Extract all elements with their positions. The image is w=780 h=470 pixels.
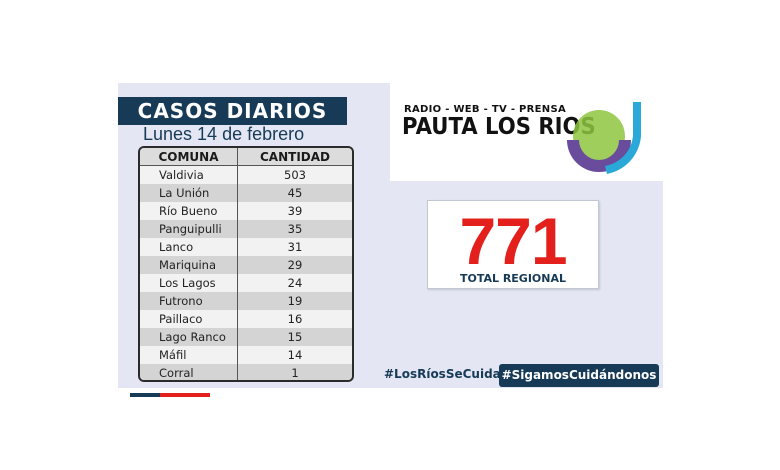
table-header: COMUNA CANTIDAD xyxy=(140,148,352,166)
cantidad-cell: 39 xyxy=(287,204,303,218)
comuna-cell: Los Lagos xyxy=(140,274,238,292)
cantidad-cell: 1 xyxy=(291,366,299,380)
comuna-cell: Máfil xyxy=(140,346,238,364)
comuna-cell: Lanco xyxy=(140,238,238,256)
comuna-cell: Río Bueno xyxy=(140,202,238,220)
hashtag-los-rios-se-cuida: #LosRíosSeCuida xyxy=(384,367,501,381)
total-number: 771 xyxy=(459,204,567,278)
table-row: Río Bueno 39 xyxy=(140,202,352,220)
red-accent-line xyxy=(130,384,210,397)
table-row: Valdivia 503 xyxy=(140,166,352,184)
comuna-cell: Lago Ranco xyxy=(140,328,238,346)
cantidad-cell: 15 xyxy=(287,330,303,344)
table-row: Mariquina 29 xyxy=(140,256,352,274)
table-row: Panguipulli 35 xyxy=(140,220,352,238)
column-header-comuna: COMUNA xyxy=(140,148,238,165)
cantidad-cell: 24 xyxy=(287,276,303,290)
cantidad-cell: 31 xyxy=(287,240,303,254)
comuna-cell: Valdivia xyxy=(140,166,238,184)
cantidad-cell: 19 xyxy=(287,294,303,308)
date-subtitle: Lunes 14 de febrero xyxy=(143,124,305,144)
total-card: 771 TOTAL REGIONAL xyxy=(427,200,599,289)
comuna-cell: Mariquina xyxy=(140,256,238,274)
cantidad-cell: 14 xyxy=(287,348,303,362)
cantidad-cell: 29 xyxy=(287,258,303,272)
table-body: Valdivia 503 La Unión 45 Río Bueno 39 Panguipu… xyxy=(140,166,352,380)
table-row: La Unión 45 xyxy=(140,184,352,202)
cantidad-cell: 45 xyxy=(287,186,303,200)
total-label: TOTAL REGIONAL xyxy=(459,272,567,285)
cantidad-cell: 503 xyxy=(284,168,306,182)
page-title: CASOS DIARIOS xyxy=(118,97,347,125)
comuna-cell: Futrono xyxy=(140,292,238,310)
comuna-cell: Paillaco xyxy=(140,310,238,328)
table-row: Lanco 31 xyxy=(140,238,352,256)
comuna-cell: Panguipulli xyxy=(140,220,238,238)
table-row: Paillaco 16 xyxy=(140,310,352,328)
comuna-cell: La Unión xyxy=(140,184,238,202)
table-row: Los Lagos 24 xyxy=(140,274,352,292)
logo-name: PAUTA LOS RIOS xyxy=(402,114,596,140)
column-header-cantidad: CANTIDAD xyxy=(260,150,330,164)
cantidad-cell: 16 xyxy=(287,312,303,326)
cantidad-cell: 35 xyxy=(287,222,303,236)
table-row: Máfil 14 xyxy=(140,346,352,364)
table-row: Lago Ranco 15 xyxy=(140,328,352,346)
pauta-los-rios-logo-icon xyxy=(567,102,641,174)
table-row: Corral 1 xyxy=(140,364,352,380)
cases-table: COMUNA CANTIDAD Valdivia 503 La Unión 45 Río… xyxy=(138,146,354,382)
comuna-cell: Corral xyxy=(140,364,238,380)
hashtag-sigamos-cuidandonos: #SigamosCuidándonos xyxy=(499,364,659,387)
table-row: Futrono 19 xyxy=(140,292,352,310)
logo-tagline: RADIO - WEB - TV - PRENSA xyxy=(404,104,567,115)
